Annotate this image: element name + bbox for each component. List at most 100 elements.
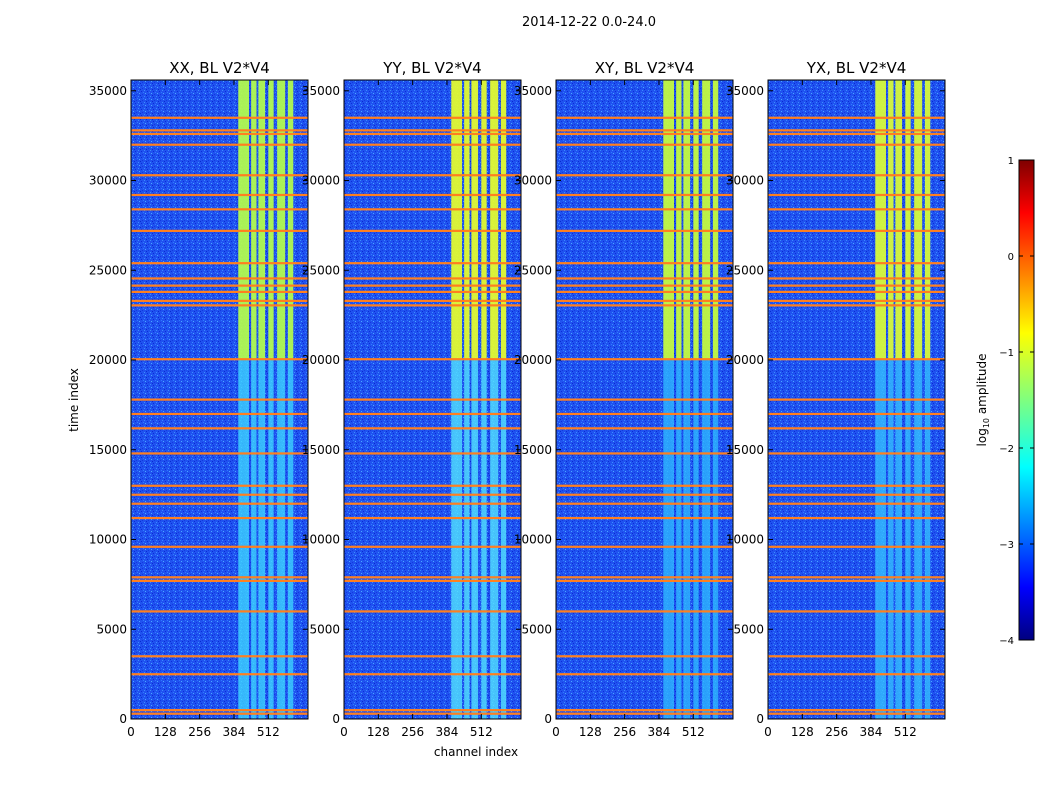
flagged-row-2 — [768, 673, 945, 676]
flagged-row-30 — [344, 116, 521, 119]
band-lower-0 — [238, 360, 249, 719]
x-axis-label: channel index — [434, 745, 518, 759]
panel-title: XY, BL V2*V4 — [595, 59, 695, 77]
band-upper-4 — [702, 80, 711, 361]
flagged-row-0 — [131, 712, 308, 715]
y-tick-label: 20000 — [514, 353, 552, 367]
colorbar: 1 0 −1 −2 −3 −4 log10 amplitude — [975, 156, 1035, 647]
flagged-row-13 — [131, 427, 308, 430]
band-lower-1 — [888, 360, 894, 719]
flagged-row-21 — [768, 277, 945, 280]
flagged-row-26 — [768, 174, 945, 177]
x-tick-label: 0 — [764, 725, 772, 739]
y-tick-label: 5000 — [733, 622, 764, 636]
flagged-row-15 — [131, 398, 308, 401]
colorbar-tick-label: 1 — [1008, 156, 1014, 167]
band-upper-2 — [258, 80, 266, 361]
flagged-row-23 — [556, 229, 733, 232]
flagged-row-25 — [344, 193, 521, 197]
y-tick-label: 35000 — [89, 84, 127, 98]
flagged-row-14 — [131, 412, 308, 416]
band-lower-0 — [875, 360, 886, 719]
flagged-row-18 — [344, 299, 521, 302]
flagged-row-26 — [344, 174, 521, 177]
band-lower-5 — [287, 360, 294, 719]
flagged-row-1 — [344, 709, 521, 712]
flagged-row-16 — [556, 358, 733, 361]
band-upper-5 — [287, 80, 294, 361]
band-upper-2 — [471, 80, 479, 361]
y-tick-label: 15000 — [302, 443, 340, 457]
flagged-row-5 — [556, 579, 733, 582]
y-tick-label: 15000 — [514, 443, 552, 457]
flagged-row-6 — [344, 576, 521, 579]
band-upper-1 — [464, 80, 470, 361]
panel-yx: YX, BL V2*V4 0 128 256 384 512 0 5000 10000 15000… — [726, 59, 946, 739]
flagged-row-13 — [344, 427, 521, 430]
panel-xx: XX, BL V2*V4 0 128 256 384 512 0 5000 10000 15000… — [89, 59, 309, 739]
flagged-row-17 — [768, 304, 945, 307]
x-tick-label: 128 — [791, 725, 814, 739]
flagged-row-4 — [131, 610, 308, 613]
flagged-row-13 — [768, 427, 945, 430]
panel-xy: XY, BL V2*V4 0 128 256 384 512 0 5000 10000 15000… — [514, 59, 734, 739]
flagged-row-8 — [556, 516, 733, 520]
y-tick-label: 25000 — [726, 263, 764, 277]
y-tick-label: 30000 — [89, 174, 127, 188]
x-tick-label: 512 — [894, 725, 917, 739]
band-lower-2 — [258, 360, 266, 719]
band-lower-2 — [471, 360, 479, 719]
flagged-row-7 — [344, 545, 521, 548]
y-tick-label: 10000 — [514, 533, 552, 547]
y-tick-label: 5000 — [521, 622, 552, 636]
flagged-row-23 — [768, 229, 945, 232]
colorbar-tick-label: 0 — [1008, 252, 1014, 263]
flagged-row-28 — [344, 132, 521, 136]
y-tick-label: 20000 — [726, 353, 764, 367]
x-tick-label: 128 — [579, 725, 602, 739]
flagged-row-18 — [768, 299, 945, 302]
flagged-row-11 — [556, 484, 733, 487]
band-upper-1 — [251, 80, 257, 361]
band-lower-3 — [268, 360, 274, 719]
flagged-row-4 — [344, 610, 521, 613]
y-tick-label: 25000 — [302, 263, 340, 277]
band-lower-5 — [712, 360, 719, 719]
x-tick-label: 128 — [367, 725, 390, 739]
band-lower-4 — [277, 360, 286, 719]
flagged-row-16 — [344, 358, 521, 361]
band-upper-0 — [875, 80, 886, 361]
flagged-row-24 — [131, 208, 308, 211]
flagged-row-30 — [131, 116, 308, 119]
flagged-row-10 — [556, 493, 733, 496]
band-upper-2 — [895, 80, 903, 361]
x-tick-label: 256 — [188, 725, 211, 739]
y-tick-label: 10000 — [302, 533, 340, 547]
x-tick-label: 0 — [340, 725, 348, 739]
y-tick-label: 35000 — [514, 84, 552, 98]
panel-title: YY, BL V2*V4 — [382, 59, 481, 77]
flagged-row-20 — [556, 284, 733, 287]
x-tick-label: 0 — [127, 725, 135, 739]
y-tick-label: 20000 — [89, 353, 127, 367]
figure-suptitle: 2014-12-22 0.0-24.0 — [522, 15, 656, 30]
flagged-row-19 — [768, 290, 945, 294]
y-tick-label: 0 — [332, 712, 340, 726]
panel-frame — [555, 79, 734, 720]
flagged-row-23 — [131, 229, 308, 232]
band-lower-4 — [914, 360, 923, 719]
flagged-row-6 — [131, 576, 308, 579]
panel-frame — [343, 79, 522, 720]
panel-frame — [130, 79, 309, 720]
colorbar-gradient — [1018, 159, 1035, 641]
flagged-row-20 — [344, 284, 521, 287]
flagged-row-9 — [344, 502, 521, 505]
band-lower-4 — [702, 360, 711, 719]
x-tick-label: 0 — [552, 725, 560, 739]
band-lower-1 — [251, 360, 257, 719]
flagged-row-22 — [344, 262, 521, 265]
x-tick-label: 384 — [223, 725, 246, 739]
flagged-row-13 — [556, 427, 733, 430]
flagged-row-0 — [344, 712, 521, 715]
flagged-row-18 — [131, 299, 308, 302]
